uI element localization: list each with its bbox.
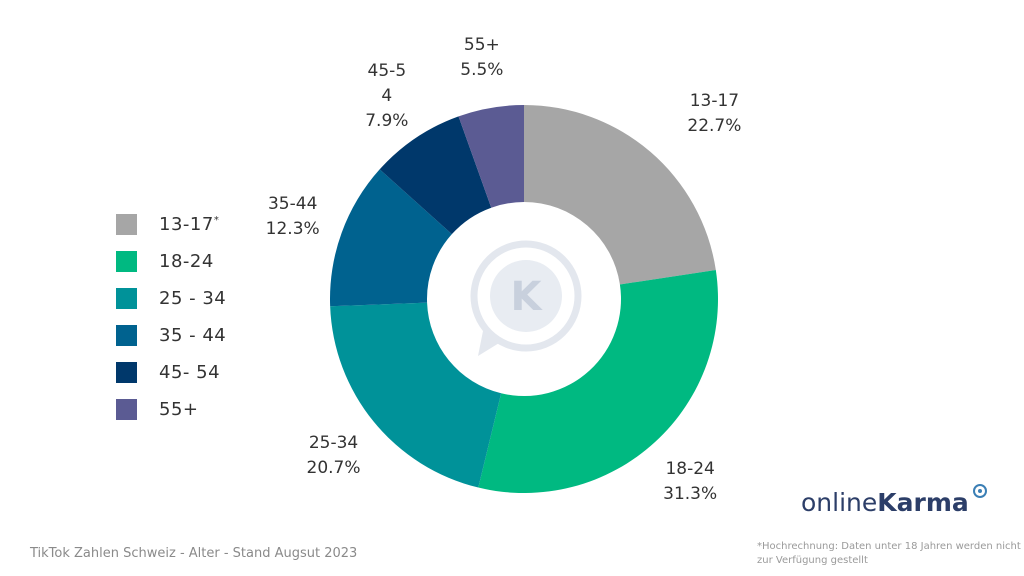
slice-category-label: 25-34 — [309, 433, 358, 453]
donut-slices — [330, 105, 718, 493]
donut-slice — [478, 269, 718, 493]
legend-swatch — [116, 251, 137, 272]
slice-value-label: 20.7% — [307, 458, 361, 478]
legend-swatch — [116, 399, 137, 420]
legend-item: 13-17* — [116, 206, 226, 243]
slice-value-label: 12.3% — [266, 219, 320, 239]
footnote: *Hochrechnung: Daten unter 18 Jahren wer… — [757, 541, 1021, 566]
legend-item: 45- 54 — [116, 354, 226, 391]
legend-label: 18-24 — [159, 251, 214, 272]
brand-light: online — [801, 488, 878, 517]
svg-text:K: K — [511, 274, 544, 320]
slice-label: 13-17 22.7% — [687, 91, 741, 136]
slice-value-label: 5.5% — [460, 60, 503, 80]
legend-label: 13-17* — [159, 214, 220, 235]
legend-swatch — [116, 325, 137, 346]
slice-category-label: 55+ — [464, 35, 500, 55]
donut-slice — [524, 105, 716, 285]
donut-slice — [330, 169, 452, 307]
legend-label: 55+ — [159, 399, 199, 420]
slice-value-label: 22.7% — [687, 116, 741, 136]
donut-slice — [458, 105, 524, 208]
slice-category-label: 18-24 — [665, 459, 714, 479]
legend-label: 35 - 44 — [159, 325, 227, 346]
slice-label: 55+ 5.5% — [460, 35, 503, 80]
slice-label: 35-44 12.3% — [266, 194, 320, 239]
slice-category-label: 45-5 — [368, 61, 407, 81]
slice-value-label: 7.9% — [365, 111, 408, 131]
donut-slice — [330, 302, 502, 488]
slice-labels: 13-17 22.7% 18-24 31.3% 25-34 20.7% 35-44 12.3%… — [266, 35, 742, 504]
legend-label: 25 - 34 — [159, 288, 227, 309]
donut-slice — [379, 116, 492, 235]
legend-item: 18-24 — [116, 243, 226, 280]
legend-swatch — [116, 362, 137, 383]
legend-item: 35 - 44 — [116, 317, 226, 354]
brand-dot-icon — [973, 484, 987, 498]
slice-value-label: 31.3% — [663, 484, 717, 504]
legend-swatch — [116, 288, 137, 309]
chart-legend: 13-17* 18-24 25 - 34 35 - 44 45- 54 55+ — [116, 206, 226, 428]
brand-logo: onlineKarma — [801, 488, 969, 517]
legend-item: 55+ — [116, 391, 226, 428]
slice-category-label: 13-17 — [690, 91, 739, 111]
slice-label: 45-5 4 7.9% — [365, 61, 408, 131]
center-logo-icon: K — [470, 240, 582, 356]
slice-category-label: 4 — [381, 86, 392, 106]
slice-label: 25-34 20.7% — [307, 433, 361, 478]
legend-item: 25 - 34 — [116, 280, 226, 317]
legend-label: 45- 54 — [159, 362, 221, 383]
brand-bold: Karma — [877, 488, 969, 517]
chart-caption: TikTok Zahlen Schweiz - Alter - Stand Au… — [30, 546, 358, 561]
legend-swatch — [116, 214, 137, 235]
slice-label: 18-24 31.3% — [663, 459, 717, 504]
slice-category-label: 35-44 — [268, 194, 317, 214]
